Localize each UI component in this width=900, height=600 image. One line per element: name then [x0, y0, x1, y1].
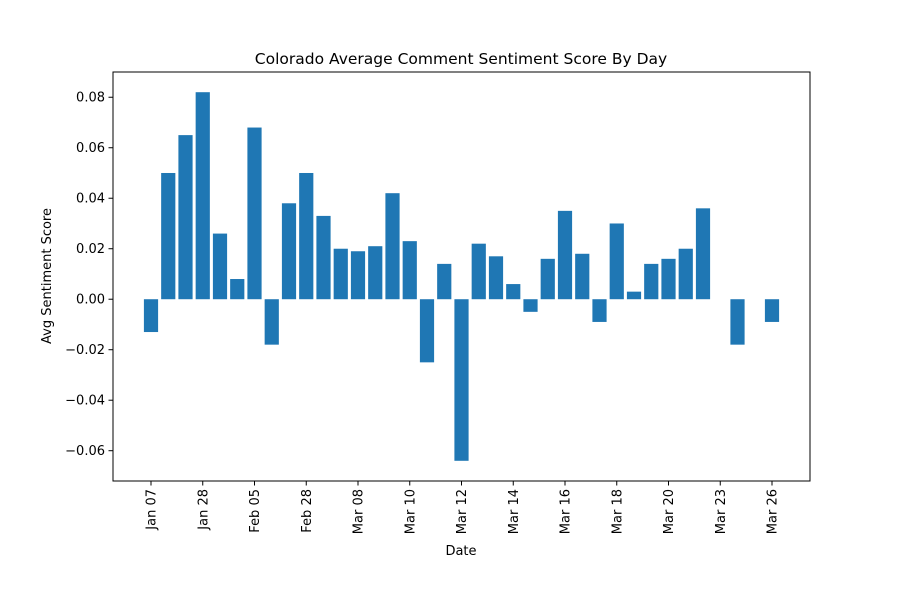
x-tick-label: Mar 23: [714, 489, 729, 534]
bar-21: [506, 284, 521, 300]
bar-5: [230, 279, 245, 300]
bar-27: [609, 223, 624, 300]
x-axis-label: Date: [445, 544, 476, 559]
bar-0: [143, 299, 159, 333]
bar-31: [678, 248, 693, 300]
x-tick-label: Mar 20: [662, 489, 677, 534]
bar-17: [437, 263, 452, 300]
chart-title: Colorado Average Comment Sentiment Score…: [255, 50, 667, 68]
x-axis: Jan 07 Jan 28 Feb 05 Feb 28 Mar 08 Mar 10 Mar …: [145, 481, 781, 534]
bar-19: [471, 243, 486, 300]
bar-8: [281, 203, 297, 300]
y-tick-label: 0.00: [76, 293, 105, 308]
bar-32: [695, 208, 711, 300]
x-tick-label: Feb 05: [248, 489, 263, 533]
bar-12: [350, 251, 366, 300]
bar-23: [540, 258, 555, 300]
x-tick-label: Jan 28: [196, 489, 211, 531]
y-axis: −0.06 −0.04 −0.02 0.00 0.02 0.04 0.06 0.08: [65, 91, 113, 459]
y-tick-label: 0.08: [76, 91, 105, 106]
x-tick-label: Mar 18: [610, 489, 625, 534]
y-tick-label: 0.04: [76, 192, 105, 207]
bar-10: [316, 215, 331, 300]
bar-3: [195, 92, 210, 300]
y-tick-label: −0.04: [65, 394, 105, 409]
y-axis-label: Avg Sentiment Score: [40, 208, 55, 344]
bar-28: [626, 291, 642, 300]
bar-24: [557, 210, 573, 300]
x-tick-label: Mar 16: [559, 489, 574, 534]
bar-15: [402, 241, 417, 300]
bar-16: [419, 299, 435, 363]
y-tick-label: 0.02: [76, 242, 105, 257]
x-tick-label: Jan 07: [145, 489, 160, 531]
bar-36: [764, 299, 780, 322]
bar-6: [247, 127, 262, 300]
x-tick-label: Feb 28: [300, 489, 315, 533]
bar-11: [333, 248, 348, 300]
bar-4: [212, 233, 228, 300]
bar-18: [454, 299, 469, 461]
bar-22: [523, 299, 538, 312]
bar-34: [730, 299, 745, 345]
x-tick-label: Mar 12: [455, 489, 470, 534]
x-tick-label: Mar 10: [403, 489, 418, 534]
bar-14: [385, 193, 400, 300]
y-tick-label: −0.06: [65, 444, 105, 459]
plot-frame: [112, 71, 811, 482]
bar-20: [488, 256, 504, 300]
bar-13: [368, 246, 383, 300]
x-tick-label: Mar 14: [507, 489, 522, 534]
bar-1: [161, 172, 176, 300]
bars-group: [143, 92, 780, 461]
bar-26: [592, 299, 607, 322]
y-tick-label: −0.02: [65, 343, 105, 358]
bar-7: [264, 299, 279, 345]
y-tick-label: 0.06: [76, 141, 105, 156]
bar-30: [661, 258, 676, 300]
bar-29: [644, 263, 659, 300]
x-tick-label: Mar 08: [352, 489, 367, 534]
bar-9: [299, 172, 314, 300]
bar-25: [575, 253, 590, 300]
x-tick-label: Mar 26: [766, 489, 781, 534]
bar-2: [178, 135, 193, 300]
